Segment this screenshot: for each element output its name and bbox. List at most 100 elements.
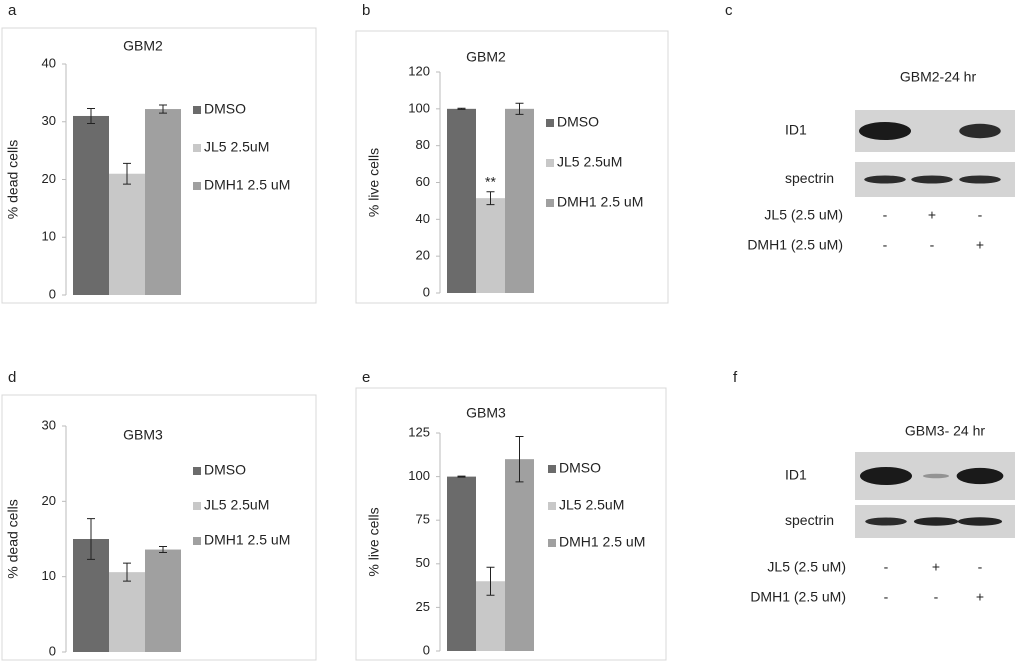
legend-label: JL5 2.5uM xyxy=(559,497,624,513)
condition-mark: - xyxy=(884,589,889,605)
y-tick-label: 125 xyxy=(408,424,430,439)
bar xyxy=(145,109,181,295)
y-tick-label: 80 xyxy=(416,137,430,152)
y-tick-label: 100 xyxy=(408,468,430,483)
error-bar xyxy=(457,475,466,478)
legend-label: JL5 2.5uM xyxy=(204,139,269,155)
legend-label: DMH1 2.5 uM xyxy=(204,532,290,548)
blot-row-label: spectrin xyxy=(785,170,834,186)
blot-band xyxy=(959,175,1001,184)
panel-label: b xyxy=(362,2,370,19)
bar xyxy=(447,476,476,651)
blot-band xyxy=(957,517,1003,526)
condition-mark: - xyxy=(883,207,888,223)
condition-mark: - xyxy=(978,559,983,575)
bar xyxy=(447,108,476,293)
error-bar xyxy=(486,566,495,596)
y-tick-label: 40 xyxy=(416,211,430,226)
panel-label: e xyxy=(362,369,370,386)
condition-label: JL5 (2.5 uM) xyxy=(764,207,843,223)
error-bar xyxy=(457,107,466,110)
blot-band xyxy=(865,517,907,526)
panel-label: f xyxy=(733,369,738,386)
condition-mark: - xyxy=(884,559,889,575)
y-tick-label: 20 xyxy=(416,248,430,263)
bar xyxy=(476,198,505,293)
chart-frame xyxy=(355,387,667,661)
chart-frame xyxy=(1,394,317,661)
y-axis-label: % dead cells xyxy=(5,140,21,219)
condition-mark: - xyxy=(930,237,935,253)
legend-swatch xyxy=(193,467,201,475)
legend-swatch xyxy=(193,502,201,510)
blot-title: GBM3- 24 hr xyxy=(905,423,985,439)
legend-swatch xyxy=(193,106,201,114)
y-tick-label: 100 xyxy=(408,100,430,115)
y-tick-label: 30 xyxy=(42,113,56,128)
legend-label: DMH1 2.5 uM xyxy=(557,194,643,210)
y-tick-label: 10 xyxy=(42,568,56,583)
legend-swatch xyxy=(548,465,556,473)
y-tick-label: 0 xyxy=(423,642,430,657)
y-axis-label: % live cells xyxy=(366,507,382,576)
chart-frame xyxy=(355,30,669,304)
blot-band xyxy=(860,467,912,485)
legend-label: JL5 2.5uM xyxy=(557,154,622,170)
blot-band xyxy=(859,122,911,140)
y-axis-label: % dead cells xyxy=(5,499,21,578)
error-bar xyxy=(486,191,495,206)
y-tick-label: 60 xyxy=(416,174,430,189)
error-bar xyxy=(515,435,524,483)
chart-title: GBM3 xyxy=(123,427,163,443)
legend-swatch xyxy=(546,119,554,127)
bar xyxy=(109,572,145,652)
y-tick-label: 20 xyxy=(42,171,56,186)
legend-label: DMSO xyxy=(559,460,601,476)
y-tick-label: 25 xyxy=(416,599,430,614)
condition-mark: + xyxy=(976,237,984,253)
condition-label: DMH1 (2.5 uM) xyxy=(747,237,843,253)
error-bar xyxy=(159,546,167,554)
blot-band xyxy=(956,467,1004,485)
y-tick-label: 40 xyxy=(42,55,56,70)
panel-label: c xyxy=(725,2,733,19)
chart-frame xyxy=(1,27,317,304)
blot-title: GBM2-24 hr xyxy=(900,69,977,85)
blot-row-label: ID1 xyxy=(785,467,807,483)
bar xyxy=(505,108,534,293)
blot-row-label: spectrin xyxy=(785,512,834,528)
condition-mark: - xyxy=(978,207,983,223)
legend-swatch xyxy=(193,182,201,190)
condition-mark: - xyxy=(934,589,939,605)
legend-swatch xyxy=(193,537,201,545)
blot-band xyxy=(864,175,906,184)
condition-label: JL5 (2.5 uM) xyxy=(767,559,846,575)
y-tick-label: 0 xyxy=(423,284,430,299)
error-bar xyxy=(87,107,95,124)
condition-mark: + xyxy=(928,207,936,223)
chart-title: GBM2 xyxy=(123,38,163,54)
significance-label: ** xyxy=(485,173,496,189)
y-tick-label: 20 xyxy=(42,493,56,508)
legend-label: DMSO xyxy=(557,114,599,130)
y-tick-label: 75 xyxy=(416,512,430,527)
condition-label: DMH1 (2.5 uM) xyxy=(750,589,846,605)
legend-swatch xyxy=(548,502,556,510)
legend-label: DMH1 2.5 uM xyxy=(559,534,645,550)
panel-label: d xyxy=(8,369,16,386)
condition-mark: + xyxy=(932,559,940,575)
blot-band xyxy=(959,123,1001,139)
legend-label: DMSO xyxy=(204,101,246,117)
condition-mark: + xyxy=(976,589,984,605)
y-tick-label: 0 xyxy=(49,643,56,658)
legend-swatch xyxy=(546,159,554,167)
legend-label: DMH1 2.5 uM xyxy=(204,177,290,193)
error-bar xyxy=(123,562,131,582)
blot-band xyxy=(911,175,953,184)
y-tick-label: 0 xyxy=(49,286,56,301)
y-tick-label: 50 xyxy=(416,555,430,570)
error-bar xyxy=(159,104,167,114)
legend-swatch xyxy=(546,199,554,207)
error-bar xyxy=(515,102,524,115)
